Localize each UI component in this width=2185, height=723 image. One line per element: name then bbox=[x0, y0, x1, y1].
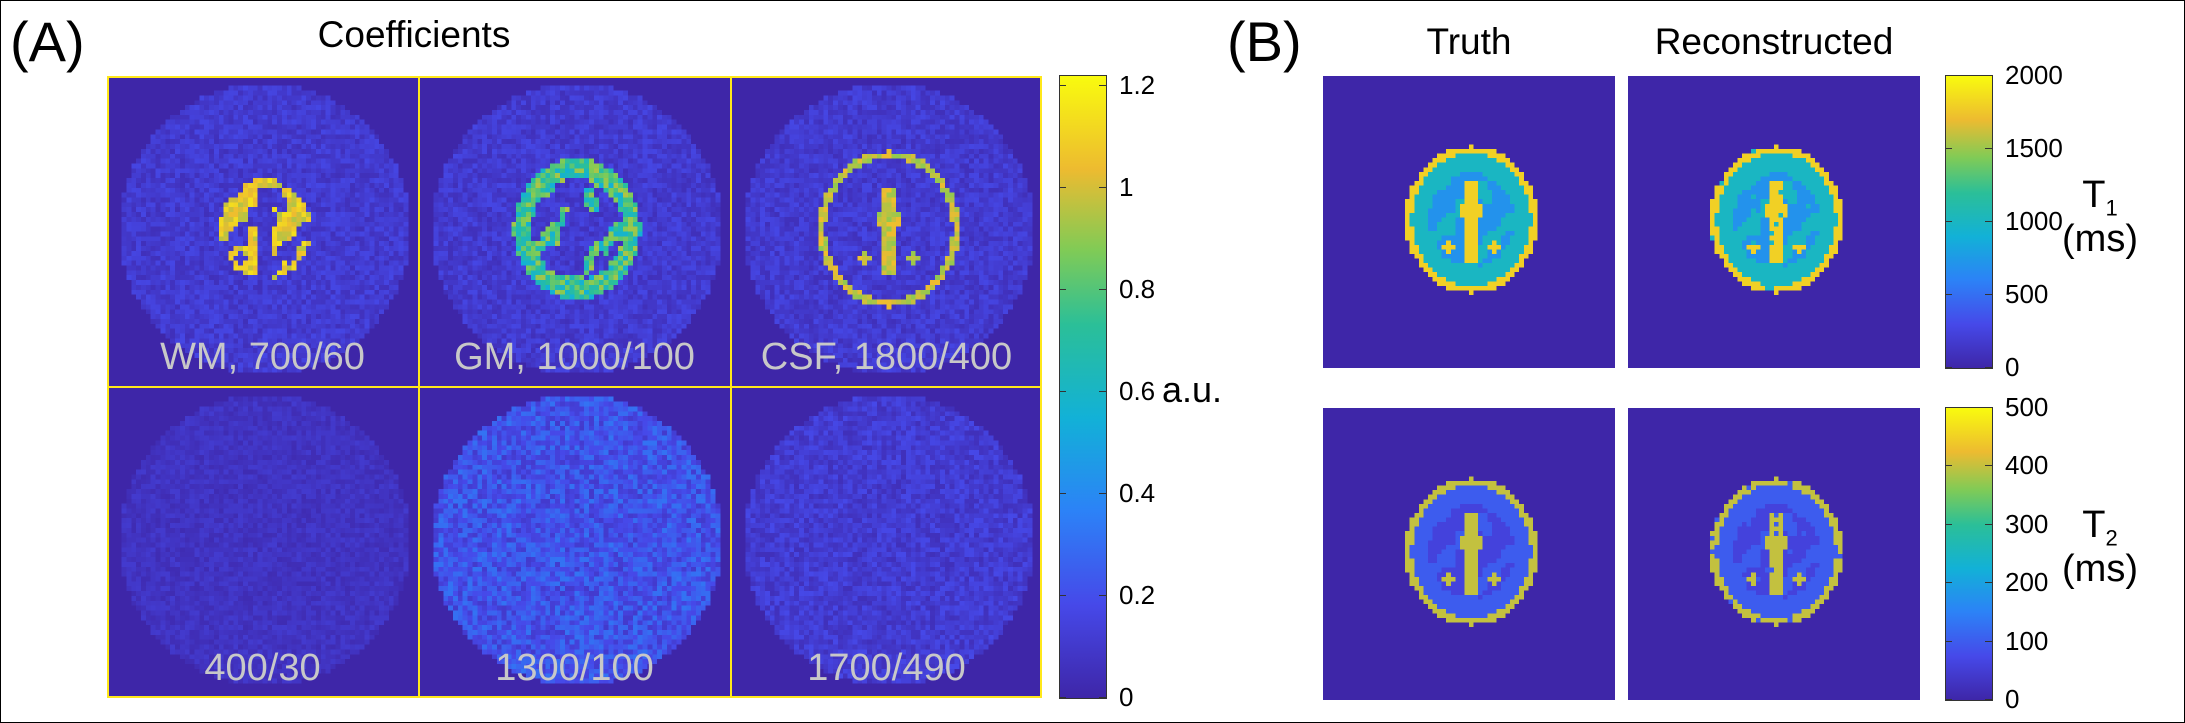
colorbar-tick-mark bbox=[1099, 187, 1106, 189]
grid-line bbox=[730, 76, 732, 698]
tile-label: CSF, 1800/400 bbox=[760, 336, 1013, 378]
panel-a-letter: (A) bbox=[10, 10, 85, 73]
t1-axis-label: T1 (ms) bbox=[2040, 174, 2160, 260]
colorbar-tick-label: 1000 bbox=[2005, 206, 2063, 236]
colorbar-tick-label: 500 bbox=[2005, 392, 2049, 422]
grid-line bbox=[418, 76, 420, 698]
colorbar-tick-mark bbox=[1985, 640, 1992, 642]
colorbar-tick-label: 0 bbox=[1119, 682, 1134, 712]
colorbar-tick-label: 1500 bbox=[2005, 133, 2063, 163]
colorbar-tick-mark bbox=[1945, 407, 1952, 408]
colorbar-tick-label: 1.2 bbox=[1119, 70, 1156, 101]
grid-line bbox=[107, 696, 1042, 698]
colorbar-tick-mark bbox=[1945, 640, 1952, 642]
grid-line bbox=[1040, 76, 1042, 698]
coefficient-map-wm: WM, 700/60 bbox=[107, 76, 418, 387]
t2-label-sub: 2 bbox=[2105, 525, 2118, 551]
coefficient-map-400-30: 400/30 bbox=[107, 387, 418, 698]
t1-label-sub: 1 bbox=[2105, 195, 2118, 221]
colorbar-coefficients bbox=[1059, 75, 1107, 699]
colorbar-tick-mark bbox=[1059, 595, 1066, 597]
colorbar-tick-label: 0.8 bbox=[1119, 274, 1156, 305]
coefficient-map-csf: CSF, 1800/400 bbox=[731, 76, 1042, 387]
colorbar-t1 bbox=[1945, 75, 1993, 369]
colorbar-tick-mark bbox=[1985, 582, 1992, 584]
colorbar-tick-mark bbox=[1945, 75, 1952, 76]
coefficient-map-gm: GM, 1000/100 bbox=[419, 76, 730, 387]
colorbar-tick-label: 300 bbox=[2005, 508, 2049, 539]
colorbar-tick-mark bbox=[1985, 75, 1992, 76]
colorbar-tick-mark bbox=[1985, 465, 1992, 467]
tile-label: GM, 1000/100 bbox=[454, 336, 695, 378]
tile-label: WM, 700/60 bbox=[160, 336, 365, 378]
colorbar-tick-label: 500 bbox=[2005, 279, 2049, 309]
colorbar-tick-mark bbox=[1059, 697, 1066, 698]
coefficient-map-1300-100: 1300/100 bbox=[419, 387, 730, 698]
coefficient-map-1700-490: 1700/490 bbox=[731, 387, 1042, 698]
tile-label: 1300/100 bbox=[495, 647, 654, 689]
colorbar-tick-mark bbox=[1945, 699, 1952, 700]
grid-line bbox=[107, 76, 109, 698]
tile-label: 1700/490 bbox=[807, 647, 966, 689]
colorbar-tick-mark bbox=[1099, 289, 1106, 291]
colorbar-tick-mark bbox=[1059, 187, 1066, 189]
colorbar-tick-label: 0.4 bbox=[1119, 478, 1156, 509]
colorbar-tick-mark bbox=[1985, 148, 1992, 149]
colorbar-coefficients-unit: a.u. bbox=[1162, 369, 1223, 410]
colorbar-tick-mark bbox=[1985, 699, 1992, 700]
colorbar-tick-mark bbox=[1099, 697, 1106, 698]
colorbar-tick-mark bbox=[1985, 407, 1992, 408]
grid-line bbox=[107, 386, 1042, 388]
colorbar-tick-mark bbox=[1985, 294, 1992, 295]
colorbar-tick-mark bbox=[1945, 465, 1952, 467]
panel-b-letter: (B) bbox=[1227, 10, 1302, 73]
t2-label-unit: (ms) bbox=[2062, 547, 2138, 590]
colorbar-tick-mark bbox=[1945, 582, 1952, 584]
t2-label-main: T bbox=[2082, 504, 2106, 546]
t2-reconstructed-map bbox=[1628, 408, 1920, 700]
colorbar-tick-mark bbox=[1059, 85, 1066, 87]
grid-line bbox=[107, 76, 1042, 78]
colorbar-tick-label: 0 bbox=[2005, 352, 2020, 382]
colorbar-tick-label: 100 bbox=[2005, 625, 2049, 656]
colorbar-t2 bbox=[1945, 407, 1993, 701]
t1-label-main: T bbox=[2082, 174, 2106, 216]
t1-truth-map bbox=[1323, 76, 1615, 368]
column-title-reconstructed: Reconstructed bbox=[1654, 21, 1894, 62]
colorbar-tick-mark bbox=[1945, 294, 1952, 295]
t1-label-unit: (ms) bbox=[2062, 217, 2138, 260]
colorbar-tick-mark bbox=[1059, 391, 1066, 393]
colorbar-tick-mark bbox=[1945, 148, 1952, 149]
colorbar-tick-mark bbox=[1985, 367, 1992, 368]
colorbar-tick-label: 0.2 bbox=[1119, 580, 1156, 611]
colorbar-tick-label: 0 bbox=[2005, 684, 2020, 714]
colorbar-tick-mark bbox=[1059, 493, 1066, 495]
colorbar-tick-mark bbox=[1099, 85, 1106, 87]
colorbar-tick-mark bbox=[1945, 367, 1952, 368]
colorbar-tick-label: 0.6 bbox=[1119, 376, 1156, 407]
colorbar-tick-mark bbox=[1985, 523, 1992, 525]
colorbar-tick-label: 200 bbox=[2005, 567, 2049, 598]
colorbar-tick-mark bbox=[1099, 595, 1106, 597]
colorbar-tick-label: 400 bbox=[2005, 450, 2049, 481]
panel-a-title: Coefficients bbox=[317, 14, 511, 55]
colorbar-tick-label: 2000 bbox=[2005, 60, 2063, 90]
t1-reconstructed-map bbox=[1628, 76, 1920, 368]
colorbar-tick-label: 1 bbox=[1119, 172, 1134, 203]
t2-truth-map bbox=[1323, 408, 1615, 700]
tile-label: 400/30 bbox=[204, 647, 321, 689]
t2-axis-label: T2 (ms) bbox=[2040, 504, 2160, 590]
colorbar-tick-mark bbox=[1945, 221, 1952, 222]
colorbar-tick-mark bbox=[1099, 391, 1106, 393]
colorbar-tick-mark bbox=[1059, 289, 1066, 291]
colorbar-tick-mark bbox=[1099, 493, 1106, 495]
colorbar-tick-mark bbox=[1945, 523, 1952, 525]
coefficient-grid: WM, 700/60 GM, 1000/100 CSF, 1800/400 40… bbox=[107, 76, 1042, 698]
colorbar-tick-mark bbox=[1985, 221, 1992, 222]
column-title-truth: Truth bbox=[1426, 21, 1512, 62]
